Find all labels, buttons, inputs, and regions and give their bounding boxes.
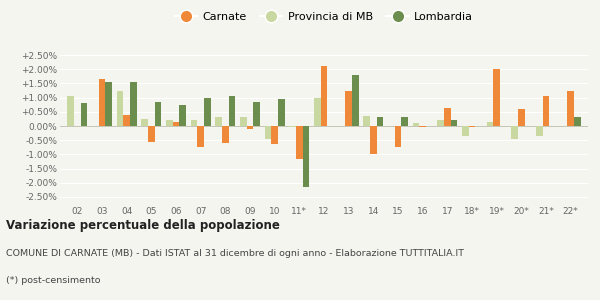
Bar <box>296 126 302 159</box>
Bar <box>511 126 518 139</box>
Bar <box>352 75 359 126</box>
Bar <box>253 102 260 126</box>
Bar <box>518 109 525 126</box>
Bar <box>116 91 123 126</box>
Bar <box>222 126 229 143</box>
Bar <box>314 98 320 126</box>
Bar <box>265 126 271 139</box>
Bar <box>346 91 352 126</box>
Bar <box>67 96 74 126</box>
Bar <box>229 96 235 126</box>
Bar <box>401 118 408 126</box>
Bar <box>141 119 148 126</box>
Bar <box>247 126 253 129</box>
Bar <box>191 120 197 126</box>
Bar <box>173 122 179 126</box>
Bar <box>155 102 161 126</box>
Bar <box>364 116 370 126</box>
Bar <box>413 123 419 126</box>
Bar <box>487 122 493 126</box>
Bar <box>123 115 130 126</box>
Text: (*) post-censimento: (*) post-censimento <box>6 276 101 285</box>
Text: COMUNE DI CARNATE (MB) - Dati ISTAT al 31 dicembre di ogni anno - Elaborazione T: COMUNE DI CARNATE (MB) - Dati ISTAT al 3… <box>6 249 464 258</box>
Bar <box>278 99 284 126</box>
Bar <box>574 118 581 126</box>
Bar <box>543 96 550 126</box>
Bar <box>271 126 278 144</box>
Bar <box>437 120 444 126</box>
Bar <box>179 105 186 126</box>
Bar <box>215 118 222 126</box>
Bar <box>105 82 112 126</box>
Bar <box>197 126 204 147</box>
Bar <box>493 69 500 126</box>
Bar <box>377 118 383 126</box>
Bar <box>395 126 401 147</box>
Bar <box>166 120 173 126</box>
Bar <box>451 120 457 126</box>
Bar <box>204 98 211 126</box>
Bar <box>370 126 377 154</box>
Bar <box>240 118 247 126</box>
Bar <box>462 126 469 136</box>
Bar <box>419 126 426 128</box>
Bar <box>444 108 451 126</box>
Bar <box>98 79 105 126</box>
Bar <box>302 126 310 187</box>
Bar <box>80 103 87 126</box>
Bar <box>568 91 574 126</box>
Bar <box>320 66 328 126</box>
Bar <box>536 126 543 136</box>
Bar <box>469 126 475 128</box>
Legend: Carnate, Provincia di MB, Lombardia: Carnate, Provincia di MB, Lombardia <box>173 10 475 24</box>
Bar <box>289 126 296 128</box>
Bar <box>148 126 155 142</box>
Text: Variazione percentuale della popolazione: Variazione percentuale della popolazione <box>6 219 280 232</box>
Bar <box>130 82 137 126</box>
